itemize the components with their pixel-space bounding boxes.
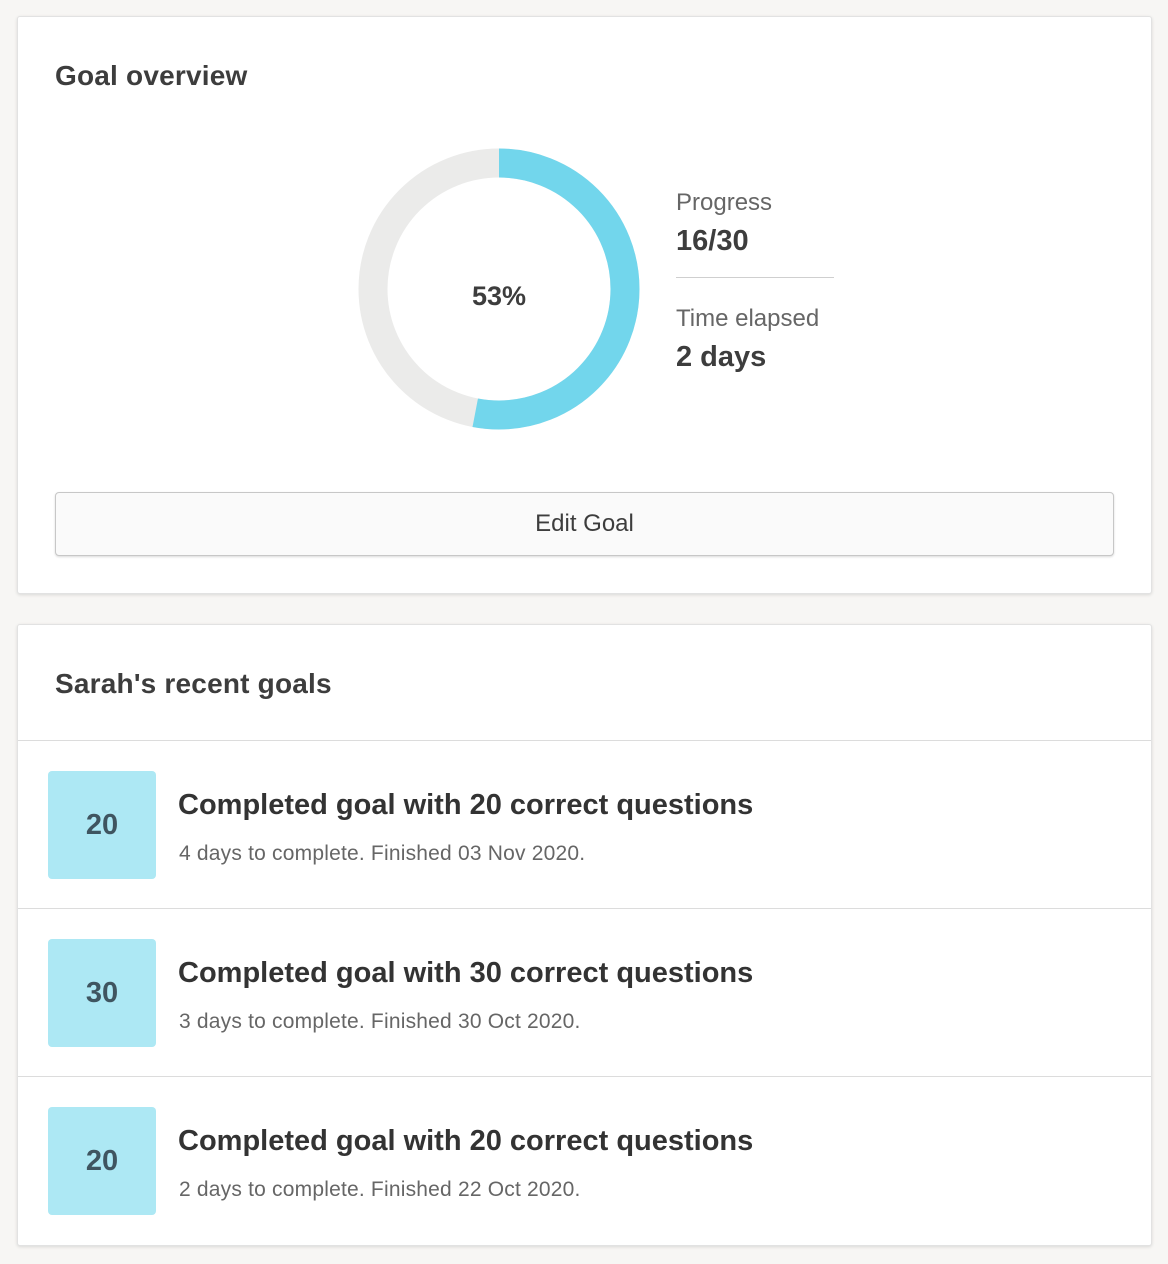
goal-count-badge: 20 — [48, 1107, 156, 1215]
progress-ring — [358, 148, 640, 430]
progress-value: 16/30 — [676, 225, 749, 257]
list-item: 30 Completed goal with 30 correct questi… — [18, 908, 1151, 1076]
edit-goal-button[interactable]: Edit Goal — [55, 492, 1114, 556]
goal-count-badge: 30 — [48, 939, 156, 1047]
goal-stats: Progress 16/30 Time elapsed 2 days — [676, 189, 834, 374]
time-elapsed-value: 2 days — [676, 341, 767, 373]
stats-divider — [676, 277, 834, 278]
list-item: 20 Completed goal with 20 correct questi… — [18, 740, 1151, 908]
time-elapsed-label: Time elapsed — [676, 305, 820, 332]
goal-title: Completed goal with 30 correct questions — [178, 957, 754, 989]
goal-subtitle: 3 days to complete. Finished 30 Oct 2020… — [179, 1010, 581, 1033]
goal-subtitle: 2 days to complete. Finished 22 Oct 2020… — [179, 1178, 581, 1201]
goal-overview-title: Goal overview — [55, 60, 248, 91]
goal-title: Completed goal with 20 correct questions — [178, 789, 754, 821]
progress-label: Progress — [676, 189, 773, 216]
progress-donut: 53% — [358, 148, 640, 430]
progress-ring-fill — [358, 148, 640, 430]
recent-goals-list: 20 Completed goal with 20 correct questi… — [18, 740, 1151, 1244]
progress-percent: 53% — [471, 280, 527, 311]
recent-goals-card: Sarah's recent goals 20 Completed goal w… — [17, 624, 1152, 1246]
goal-count-badge: 20 — [48, 771, 156, 879]
goal-subtitle: 4 days to complete. Finished 03 Nov 2020… — [179, 842, 586, 865]
goal-overview-card: Goal overview 53% Progress 16/30 Time el… — [17, 16, 1152, 594]
goal-title: Completed goal with 20 correct questions — [178, 1125, 754, 1157]
list-item: 20 Completed goal with 20 correct questi… — [18, 1076, 1151, 1244]
recent-goals-title: Sarah's recent goals — [55, 668, 332, 699]
